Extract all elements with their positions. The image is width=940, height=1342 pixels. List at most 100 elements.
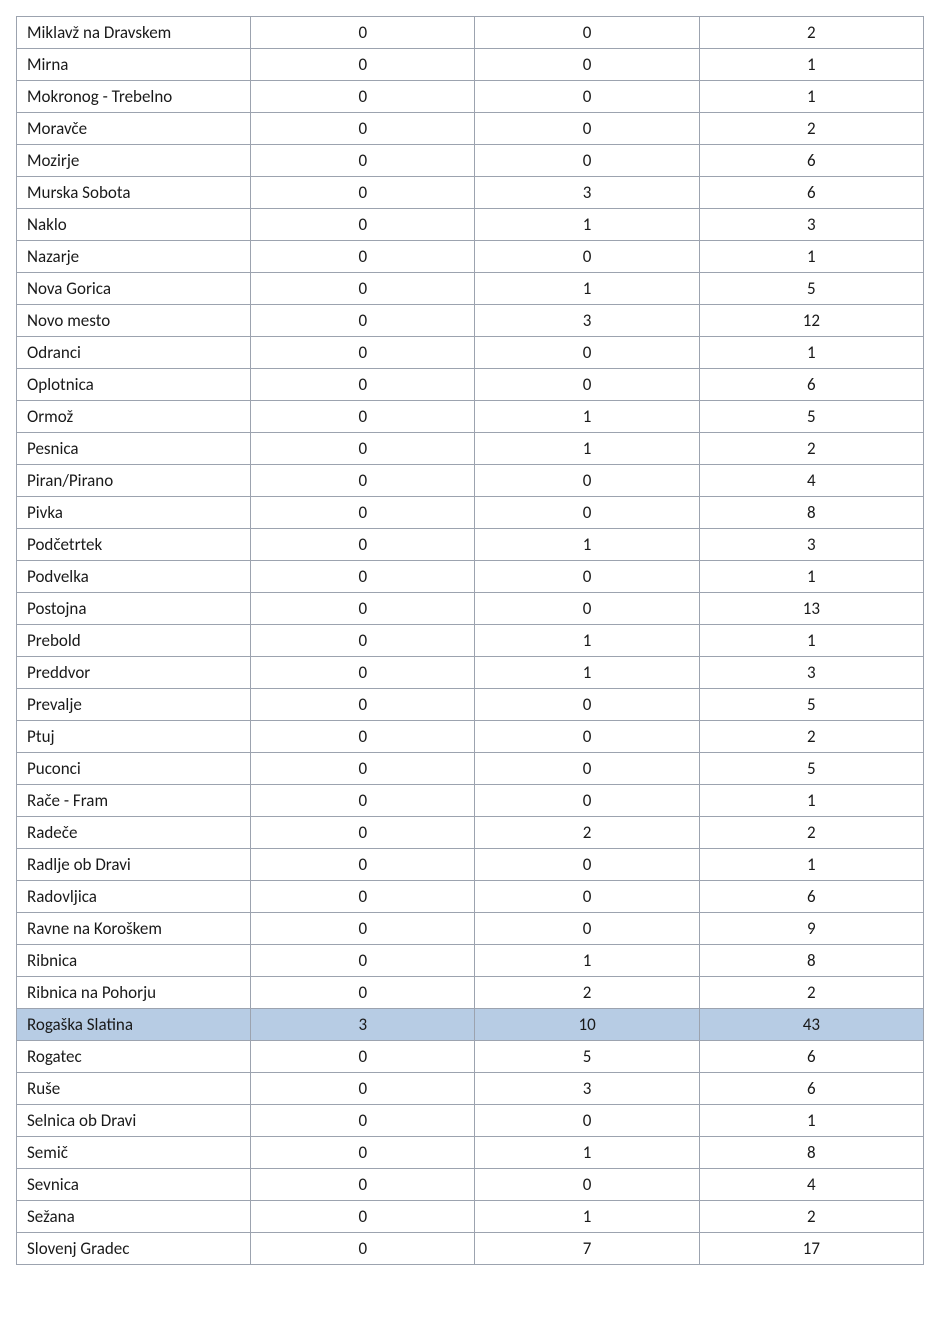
table-row: Pivka008 (17, 497, 924, 529)
cell-name: Moravče (17, 113, 251, 145)
cell-col1: 0 (251, 945, 475, 977)
cell-name: Pivka (17, 497, 251, 529)
cell-col2: 5 (475, 1041, 699, 1073)
cell-col3: 1 (699, 337, 923, 369)
table-row: Oplotnica006 (17, 369, 924, 401)
cell-col2: 1 (475, 401, 699, 433)
cell-col1: 0 (251, 1105, 475, 1137)
cell-col1: 0 (251, 849, 475, 881)
cell-col2: 0 (475, 849, 699, 881)
cell-col2: 1 (475, 625, 699, 657)
cell-col2: 2 (475, 817, 699, 849)
cell-col3: 1 (699, 849, 923, 881)
cell-col2: 3 (475, 305, 699, 337)
cell-name: Oplotnica (17, 369, 251, 401)
cell-col1: 0 (251, 273, 475, 305)
cell-name: Postojna (17, 593, 251, 625)
cell-col3: 8 (699, 1137, 923, 1169)
cell-col3: 43 (699, 1009, 923, 1041)
cell-col1: 0 (251, 625, 475, 657)
cell-col1: 0 (251, 177, 475, 209)
cell-col2: 0 (475, 465, 699, 497)
cell-name: Ribnica na Pohorju (17, 977, 251, 1009)
cell-col2: 3 (475, 1073, 699, 1105)
cell-name: Ribnica (17, 945, 251, 977)
cell-col2: 10 (475, 1009, 699, 1041)
table-row: Ruše036 (17, 1073, 924, 1105)
cell-name: Podčetrtek (17, 529, 251, 561)
table-row: Preddvor013 (17, 657, 924, 689)
cell-col2: 0 (475, 881, 699, 913)
cell-name: Mokronog - Trebelno (17, 81, 251, 113)
cell-name: Slovenj Gradec (17, 1233, 251, 1265)
cell-col2: 1 (475, 1201, 699, 1233)
cell-col3: 1 (699, 81, 923, 113)
cell-col2: 0 (475, 913, 699, 945)
cell-name: Radeče (17, 817, 251, 849)
table-row: Ravne na Koroškem009 (17, 913, 924, 945)
cell-col1: 0 (251, 145, 475, 177)
cell-name: Rače - Fram (17, 785, 251, 817)
table-row: Mirna001 (17, 49, 924, 81)
table-row: Rogaška Slatina31043 (17, 1009, 924, 1041)
cell-col1: 0 (251, 1201, 475, 1233)
table-row: Ribnica018 (17, 945, 924, 977)
cell-col3: 3 (699, 209, 923, 241)
table-row: Ribnica na Pohorju022 (17, 977, 924, 1009)
cell-col2: 0 (475, 337, 699, 369)
cell-col1: 0 (251, 689, 475, 721)
table-row: Sežana012 (17, 1201, 924, 1233)
cell-col3: 1 (699, 561, 923, 593)
cell-col3: 9 (699, 913, 923, 945)
cell-name: Ptuj (17, 721, 251, 753)
cell-name: Radovljica (17, 881, 251, 913)
cell-col2: 0 (475, 1169, 699, 1201)
cell-col1: 0 (251, 401, 475, 433)
table-row: Radeče022 (17, 817, 924, 849)
cell-col2: 1 (475, 433, 699, 465)
cell-col2: 0 (475, 49, 699, 81)
cell-col3: 2 (699, 817, 923, 849)
cell-col3: 1 (699, 625, 923, 657)
table-row: Slovenj Gradec0717 (17, 1233, 924, 1265)
cell-col2: 0 (475, 753, 699, 785)
cell-col3: 3 (699, 529, 923, 561)
table-row: Naklo013 (17, 209, 924, 241)
cell-name: Piran/Pirano (17, 465, 251, 497)
cell-col3: 2 (699, 17, 923, 49)
cell-name: Selnica ob Dravi (17, 1105, 251, 1137)
cell-col3: 8 (699, 945, 923, 977)
cell-col3: 17 (699, 1233, 923, 1265)
cell-col3: 2 (699, 113, 923, 145)
cell-name: Ormož (17, 401, 251, 433)
cell-col1: 0 (251, 113, 475, 145)
table-row: Odranci001 (17, 337, 924, 369)
cell-name: Nova Gorica (17, 273, 251, 305)
cell-col1: 0 (251, 369, 475, 401)
table-row: Podčetrtek013 (17, 529, 924, 561)
cell-col2: 0 (475, 785, 699, 817)
cell-col2: 3 (475, 177, 699, 209)
cell-col1: 0 (251, 497, 475, 529)
cell-col1: 0 (251, 657, 475, 689)
table-row: Selnica ob Dravi001 (17, 1105, 924, 1137)
cell-col3: 4 (699, 1169, 923, 1201)
cell-col3: 3 (699, 657, 923, 689)
cell-col3: 12 (699, 305, 923, 337)
cell-name: Ravne na Koroškem (17, 913, 251, 945)
cell-name: Murska Sobota (17, 177, 251, 209)
table-row: Podvelka001 (17, 561, 924, 593)
table-row: Rače - Fram001 (17, 785, 924, 817)
cell-col3: 1 (699, 1105, 923, 1137)
cell-name: Prevalje (17, 689, 251, 721)
cell-col1: 0 (251, 241, 475, 273)
cell-col1: 0 (251, 433, 475, 465)
cell-col1: 0 (251, 1169, 475, 1201)
table-row: Moravče002 (17, 113, 924, 145)
table-row: Semič018 (17, 1137, 924, 1169)
cell-name: Novo mesto (17, 305, 251, 337)
cell-name: Semič (17, 1137, 251, 1169)
cell-col1: 0 (251, 465, 475, 497)
cell-col1: 0 (251, 593, 475, 625)
cell-col1: 0 (251, 561, 475, 593)
